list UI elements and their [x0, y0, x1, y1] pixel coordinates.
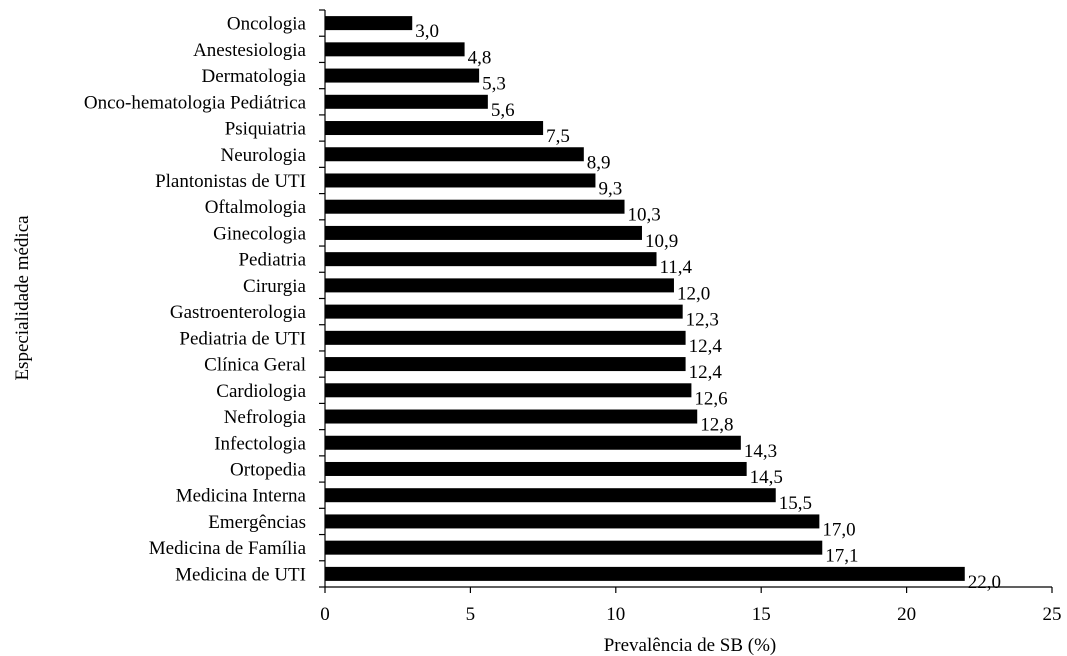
value-label: 10,3 — [628, 205, 661, 226]
bar — [325, 409, 698, 424]
axes-layer: 0 5 10 15 20 25 — [319, 9, 1062, 625]
bar — [325, 94, 488, 109]
category-label: Cardiologia — [216, 381, 306, 402]
value-label: 17,1 — [825, 546, 858, 567]
category-label: Psiquiatria — [225, 119, 307, 140]
bar — [325, 121, 544, 136]
value-label: 5,3 — [482, 74, 506, 95]
value-label: 8,9 — [587, 152, 611, 173]
category-label: Infectologia — [214, 433, 306, 454]
bar — [325, 435, 741, 450]
category-label: Ginecologia — [213, 223, 306, 244]
value-label: 7,5 — [546, 126, 570, 147]
value-label: 5,6 — [491, 100, 515, 121]
category-label: Pediatria — [238, 250, 306, 271]
value-label: 14,5 — [750, 467, 783, 488]
value-label: 12,4 — [689, 336, 723, 357]
x-tick-label: 15 — [752, 604, 771, 625]
category-label: Clínica Geral — [204, 355, 306, 376]
bars-layer — [325, 16, 965, 581]
category-label: Plantonistas de UTI — [155, 171, 306, 192]
value-label: 17,0 — [822, 519, 855, 540]
category-labels-layer: Oncologia Anestesiologia Dermatologia Onco-… — [84, 14, 307, 586]
value-label: 11,4 — [660, 257, 693, 278]
bar — [325, 330, 686, 345]
value-label: 12,8 — [700, 415, 733, 436]
value-label: 12,0 — [677, 283, 710, 304]
value-label: 15,5 — [779, 493, 812, 514]
category-label: Medicina de Família — [149, 538, 307, 559]
x-tick-label: 10 — [606, 604, 625, 625]
value-label: 12,4 — [689, 362, 723, 383]
bar — [325, 252, 657, 267]
category-label: Medicina de UTI — [175, 564, 306, 585]
value-label: 10,9 — [645, 231, 678, 252]
bar — [325, 68, 480, 83]
value-label: 12,3 — [686, 310, 719, 331]
value-label: 12,6 — [694, 388, 727, 409]
category-label: Gastroenterologia — [170, 302, 307, 323]
x-tick-label: 20 — [897, 604, 916, 625]
x-ticks-layer: 0 5 10 15 20 25 — [320, 587, 1062, 625]
y-ticks-layer — [319, 9, 325, 588]
bar — [325, 16, 413, 31]
bar — [325, 540, 823, 555]
category-label: Nefrologia — [224, 407, 307, 428]
category-label: Emergências — [208, 512, 306, 533]
bar — [325, 199, 625, 214]
category-label: Ortopedia — [230, 459, 307, 480]
category-label: Neurologia — [221, 145, 307, 166]
category-label: Oncologia — [227, 14, 307, 35]
x-tick-label: 0 — [320, 604, 330, 625]
bar — [325, 278, 674, 293]
category-label: Dermatologia — [202, 66, 307, 87]
bar — [325, 147, 584, 162]
bar — [325, 383, 692, 398]
bar — [325, 461, 747, 476]
category-label: Anestesiologia — [193, 40, 306, 61]
category-label: Cirurgia — [243, 276, 307, 297]
bar — [325, 357, 686, 372]
category-label: Onco-hematologia Pediátrica — [84, 92, 307, 113]
category-label: Medicina Interna — [176, 486, 307, 507]
bar — [325, 42, 465, 57]
bar — [325, 566, 965, 581]
value-label: 4,8 — [468, 47, 492, 68]
category-label: Pediatria de UTI — [179, 328, 306, 349]
category-label: Oftalmologia — [205, 197, 307, 218]
value-label: 9,3 — [598, 178, 622, 199]
x-tick-label: 5 — [466, 604, 476, 625]
bar — [325, 173, 596, 188]
bar — [325, 304, 683, 319]
y-axis-title: Especialidade médica — [12, 215, 33, 381]
bar — [325, 514, 820, 529]
value-label: 22,0 — [968, 572, 1001, 593]
bar — [325, 225, 642, 240]
value-label: 14,3 — [744, 441, 777, 462]
x-tick-label: 25 — [1043, 604, 1062, 625]
value-label: 3,0 — [415, 21, 439, 42]
value-labels-layer: 3,0 4,8 5,3 5,6 7,5 8,9 9,3 10,3 10,9 11,4 12,0 12,… — [415, 21, 1001, 593]
bar — [325, 488, 776, 503]
x-axis-title: Prevalência de SB (%) — [604, 635, 777, 656]
